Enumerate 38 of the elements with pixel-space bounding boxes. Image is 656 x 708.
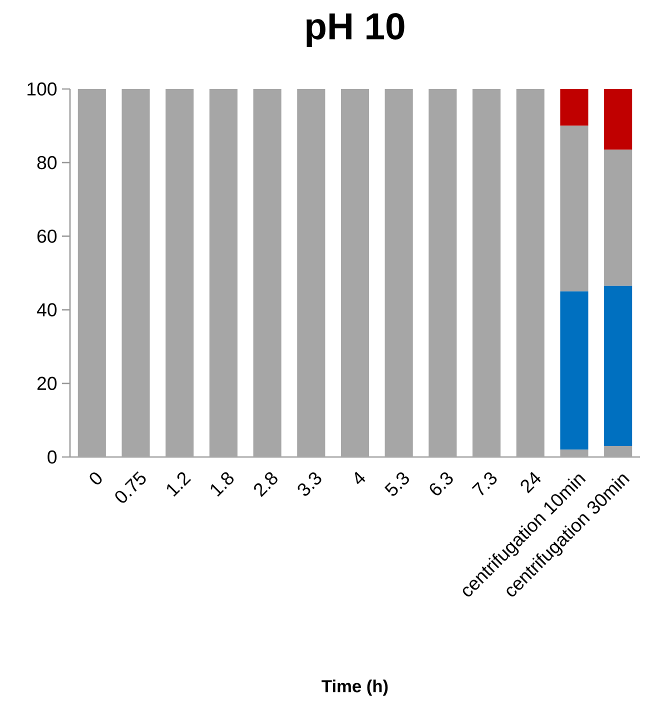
bar: [604, 150, 632, 286]
bar: [604, 446, 632, 457]
bar: [209, 89, 238, 457]
x-tick-label: 24: [520, 472, 541, 494]
y-tick-label: 100: [28, 82, 57, 96]
x-tick-label: 0.75: [115, 471, 146, 503]
y-tick-label: 0: [48, 450, 57, 464]
y-tick-label: 40: [36, 303, 57, 316]
bar: [122, 89, 150, 457]
x-tick-label: 1.2: [166, 472, 192, 497]
bar: [560, 291, 588, 450]
bar: [560, 126, 588, 292]
x-tick-label: 2.8: [254, 472, 278, 497]
bar: [253, 89, 282, 457]
bar: [560, 89, 588, 126]
bar: [428, 89, 457, 457]
bar: [78, 89, 106, 457]
bar: [384, 89, 413, 457]
x-tick-label: 7.3: [472, 472, 497, 496]
bar: [472, 89, 501, 457]
x-tick-label: 6.3: [430, 472, 453, 496]
bar: [604, 89, 632, 150]
y-tick-label: 20: [37, 376, 57, 390]
x-tick-label: 4: [354, 472, 366, 484]
bar: [340, 89, 370, 457]
chart-title: pH 10: [306, 13, 404, 47]
x-tick-label: 5.3: [384, 472, 409, 496]
bar: [297, 89, 326, 457]
x-tick-label: 3.3: [298, 472, 322, 496]
y-tick-label: 80: [37, 156, 57, 170]
y-tick-label: 60: [37, 230, 57, 243]
x-tick-label: 0: [90, 472, 102, 484]
bar: [166, 89, 194, 457]
bar: [516, 89, 544, 457]
x-tick-label: 1.8: [210, 472, 234, 497]
bar: [560, 450, 588, 457]
x-axis-title: Time (h): [322, 680, 388, 696]
bar: [604, 286, 632, 446]
